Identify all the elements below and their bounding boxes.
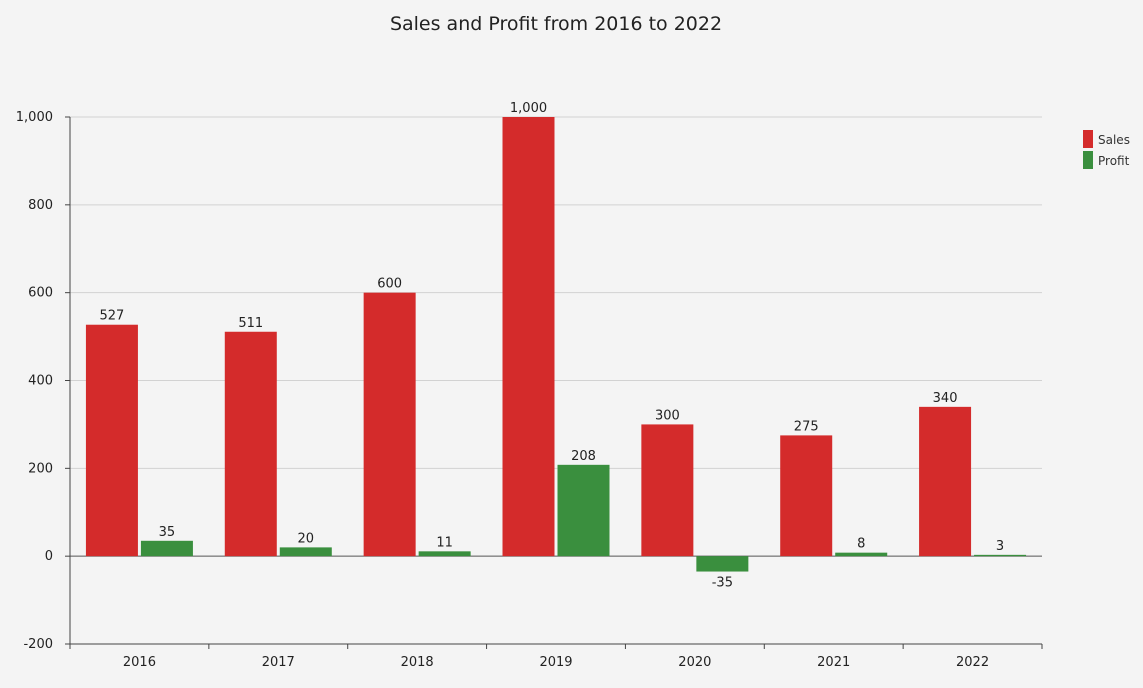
bar-sales bbox=[780, 435, 833, 557]
y-tick-label: 600 bbox=[28, 286, 53, 301]
x-tick-label: 2020 bbox=[678, 655, 711, 670]
data-label-profit: 8 bbox=[857, 537, 865, 552]
legend: Sales Profit bbox=[1083, 130, 1130, 169]
bar-profit bbox=[418, 551, 471, 557]
data-label-profit: 208 bbox=[571, 449, 596, 464]
data-label-profit: 35 bbox=[159, 525, 176, 540]
y-tick-label: 400 bbox=[28, 374, 53, 389]
bar-sales bbox=[502, 117, 555, 557]
data-label-sales: 600 bbox=[377, 277, 402, 292]
legend-swatch bbox=[1083, 130, 1093, 148]
x-tick-label: 2021 bbox=[817, 655, 850, 670]
bar-profit bbox=[140, 540, 193, 557]
x-tick-label: 2017 bbox=[262, 655, 295, 670]
data-label-sales: 340 bbox=[933, 391, 958, 406]
bar-profit bbox=[835, 552, 888, 557]
data-label-sales: 275 bbox=[794, 419, 819, 434]
bar-sales bbox=[224, 331, 277, 557]
bar-sales bbox=[641, 424, 694, 557]
y-tick-label: -200 bbox=[23, 637, 53, 652]
chart-title: Sales and Profit from 2016 to 2022 bbox=[390, 13, 722, 35]
x-tick-label: 2022 bbox=[956, 655, 989, 670]
bar-profit bbox=[974, 554, 1027, 557]
grid-lines bbox=[70, 116, 1042, 557]
legend-label: Profit bbox=[1098, 154, 1130, 168]
data-label-profit: 3 bbox=[996, 539, 1004, 554]
data-label-sales: 511 bbox=[238, 316, 263, 331]
bar-sales bbox=[363, 292, 416, 557]
x-tick-label: 2018 bbox=[401, 655, 434, 670]
x-tick-label: 2016 bbox=[123, 655, 156, 670]
y-tick-label: 0 bbox=[45, 549, 53, 564]
data-label-sales: 300 bbox=[655, 408, 680, 423]
data-label-profit: 20 bbox=[298, 531, 315, 546]
bar-profit bbox=[279, 547, 332, 557]
data-labels: 527 35 511 20 600 11 1,000 208 300 -35 275 8 340 3 bbox=[100, 101, 1005, 591]
x-tick-label: 2019 bbox=[539, 655, 572, 670]
bar-sales bbox=[919, 406, 972, 557]
y-tick-label: 800 bbox=[28, 198, 53, 213]
legend-swatch bbox=[1083, 151, 1093, 169]
data-label-sales: 527 bbox=[100, 309, 125, 324]
bars bbox=[85, 117, 1027, 572]
bar-profit bbox=[696, 556, 749, 572]
bar-sales bbox=[85, 324, 138, 557]
data-label-profit: 11 bbox=[436, 535, 453, 550]
y-tick-label: 1,000 bbox=[16, 110, 53, 125]
data-label-sales: 1,000 bbox=[510, 101, 547, 116]
bar-profit bbox=[557, 464, 610, 557]
legend-label: Sales bbox=[1098, 133, 1130, 147]
data-label-profit: -35 bbox=[712, 576, 733, 591]
y-tick-label: 200 bbox=[28, 461, 53, 476]
axes: -200 0 200 400 600 800 1,000 2016 2017 2018 2019 20… bbox=[16, 110, 1043, 670]
